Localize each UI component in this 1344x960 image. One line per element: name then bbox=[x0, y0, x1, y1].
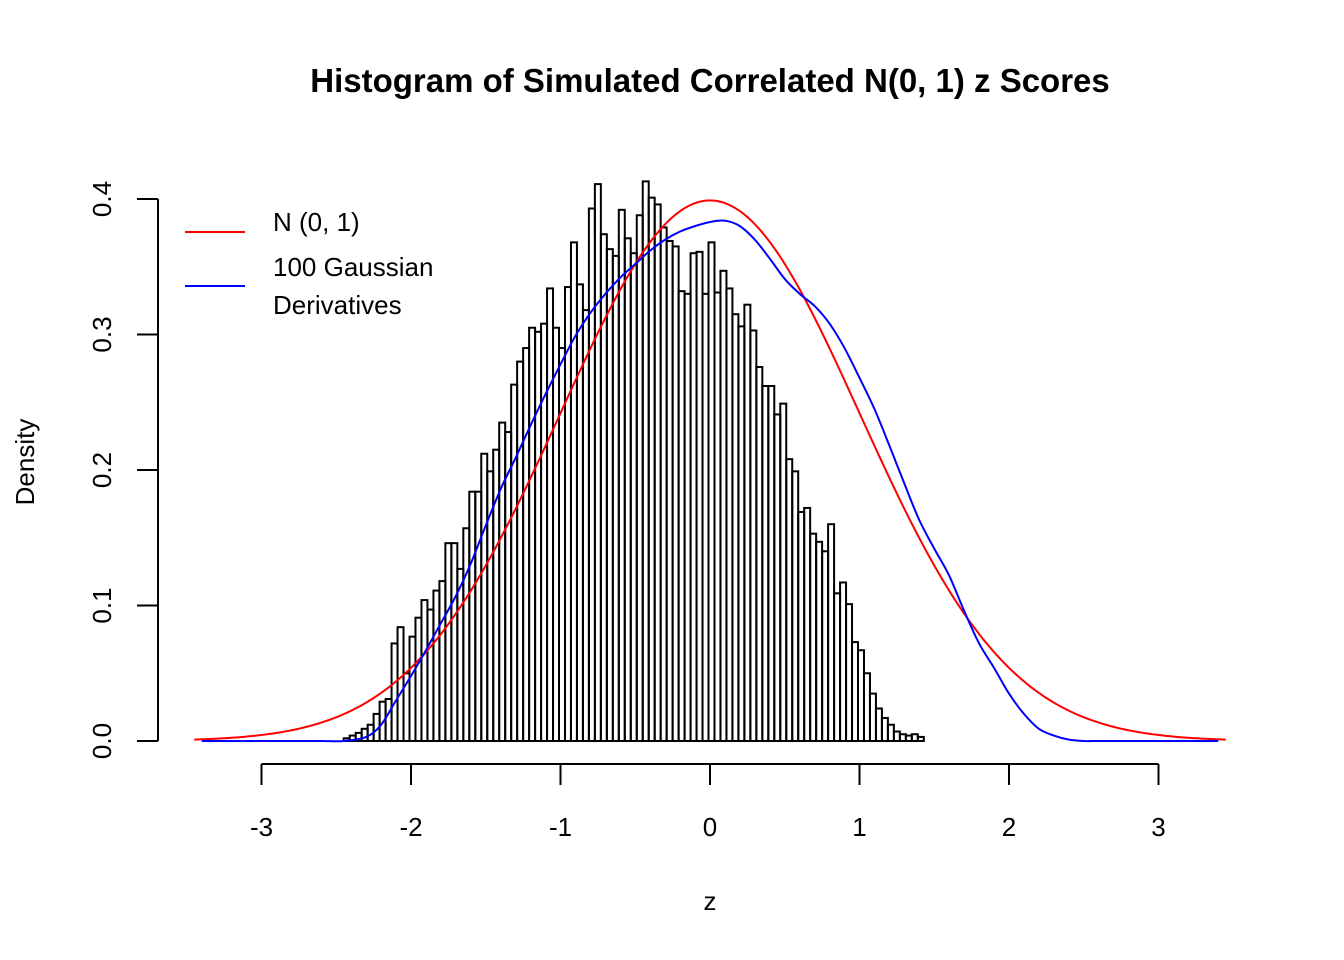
y-tick-label: 0.0 bbox=[87, 723, 117, 759]
x-tick-label: -2 bbox=[399, 812, 422, 842]
density-curves bbox=[194, 199, 1226, 743]
y-tick-label: 0.3 bbox=[87, 316, 117, 352]
legend: N (0, 1) 100 Gaussian Derivatives bbox=[185, 207, 433, 320]
y-tick-label: 0.1 bbox=[87, 587, 117, 623]
y-axis: 0.0 0.1 0.2 0.3 0.4 bbox=[87, 181, 159, 759]
x-tick-label: 2 bbox=[1002, 812, 1016, 842]
x-axis-label: z bbox=[704, 886, 717, 916]
x-tick-label: -3 bbox=[250, 812, 273, 842]
normal-density-curve bbox=[194, 199, 1226, 741]
x-tick-label: 0 bbox=[703, 812, 717, 842]
x-tick-label: 3 bbox=[1151, 812, 1165, 842]
y-tick-label: 0.4 bbox=[87, 181, 117, 217]
histogram-bars bbox=[342, 180, 925, 743]
y-tick-label: 0.2 bbox=[87, 452, 117, 488]
x-axis: -3 -2 -1 0 1 2 3 bbox=[250, 763, 1166, 842]
chart-title: Histogram of Simulated Correlated N(0, 1… bbox=[310, 62, 1110, 99]
y-axis-label: Density bbox=[10, 419, 40, 506]
gaussian-derivatives-curve bbox=[201, 219, 1219, 743]
x-tick-label: 1 bbox=[852, 812, 866, 842]
histogram-bar bbox=[916, 735, 925, 742]
x-tick-label: -1 bbox=[549, 812, 572, 842]
legend-label: N (0, 1) bbox=[273, 207, 360, 237]
legend-label: 100 Gaussian Derivatives bbox=[273, 252, 433, 320]
